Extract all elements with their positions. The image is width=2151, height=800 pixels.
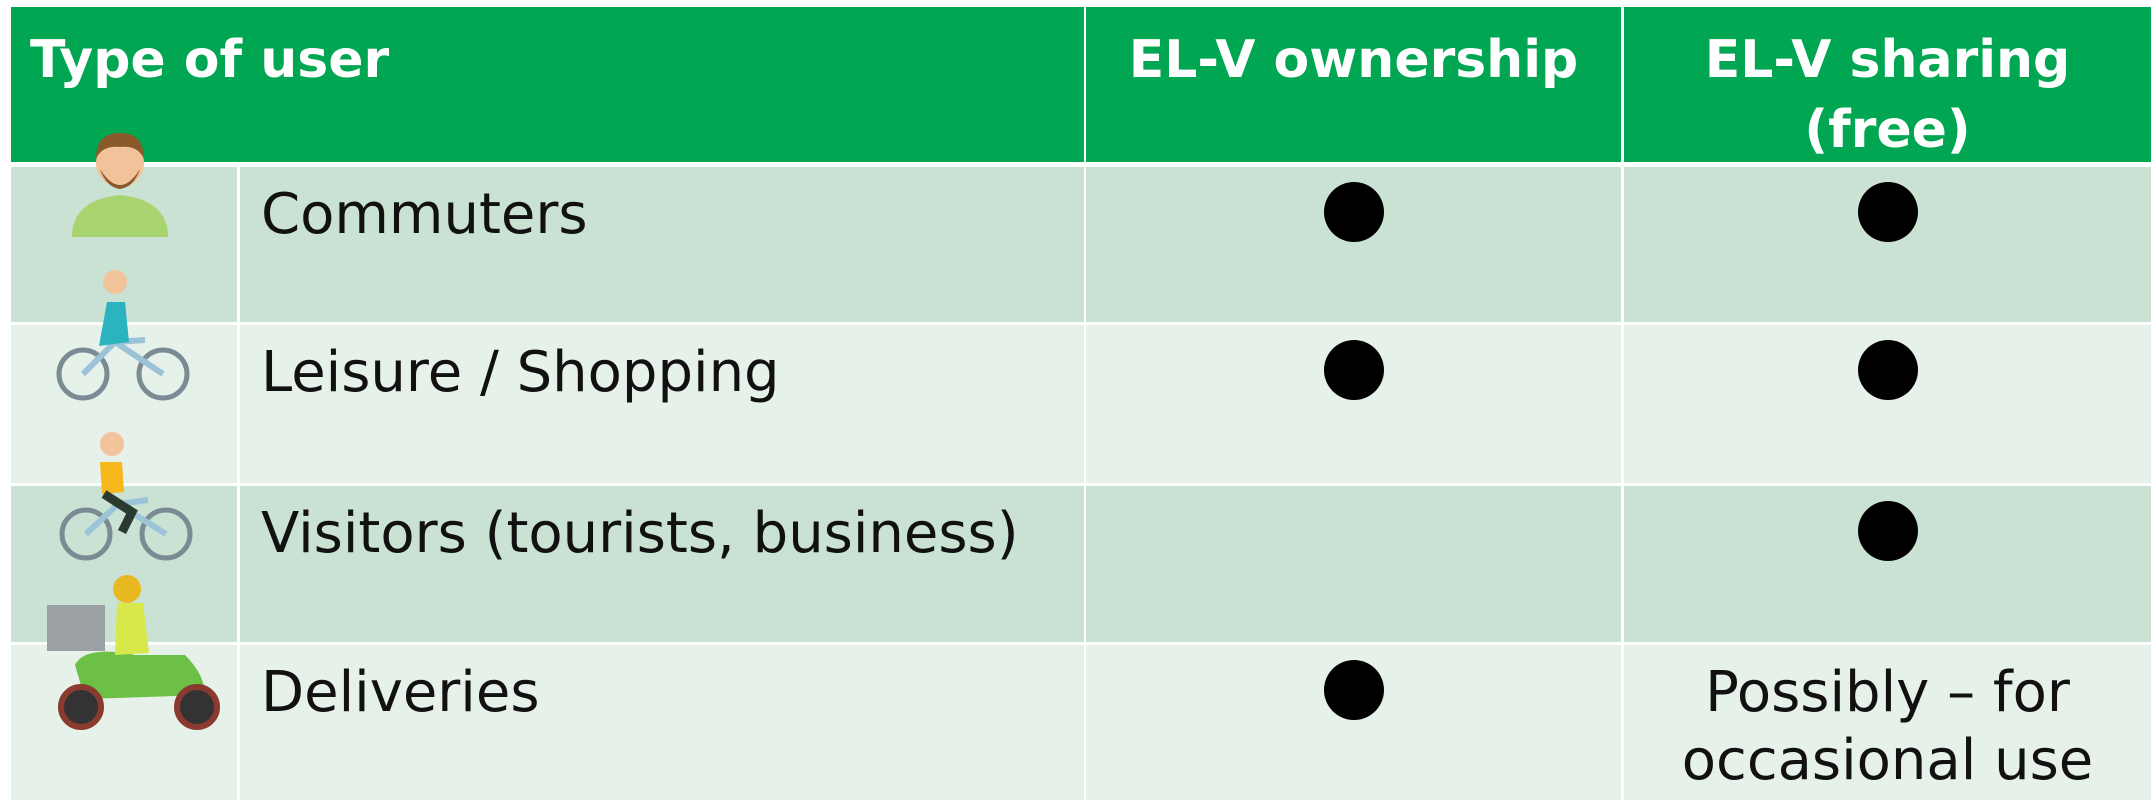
dot — [1323, 660, 1384, 720]
dot — [1323, 340, 1384, 400]
cell: Possibly – for occasional use — [1624, 645, 2151, 800]
icon-cell — [11, 167, 237, 322]
commuter-icon — [72, 133, 168, 237]
visitor-icon — [59, 432, 193, 561]
header-cell: EL-V sharing (free) — [1624, 7, 2151, 162]
dot — [1857, 501, 1918, 561]
leisure-icon — [56, 270, 190, 401]
dot — [1857, 182, 1918, 242]
delivery-icon — [47, 575, 220, 730]
header-cell: Type of user — [11, 7, 1084, 162]
user-cell: Commuters — [240, 167, 1084, 322]
cell — [1086, 486, 1621, 642]
user-cell: Visitors (tourists, business) — [240, 486, 1084, 642]
header-cell: EL-V ownership — [1086, 7, 1621, 162]
user-cell: Leisure / Shopping — [240, 325, 1084, 483]
dot — [1857, 340, 1918, 400]
user-cell: Deliveries — [240, 645, 1084, 800]
dot — [1323, 182, 1384, 242]
